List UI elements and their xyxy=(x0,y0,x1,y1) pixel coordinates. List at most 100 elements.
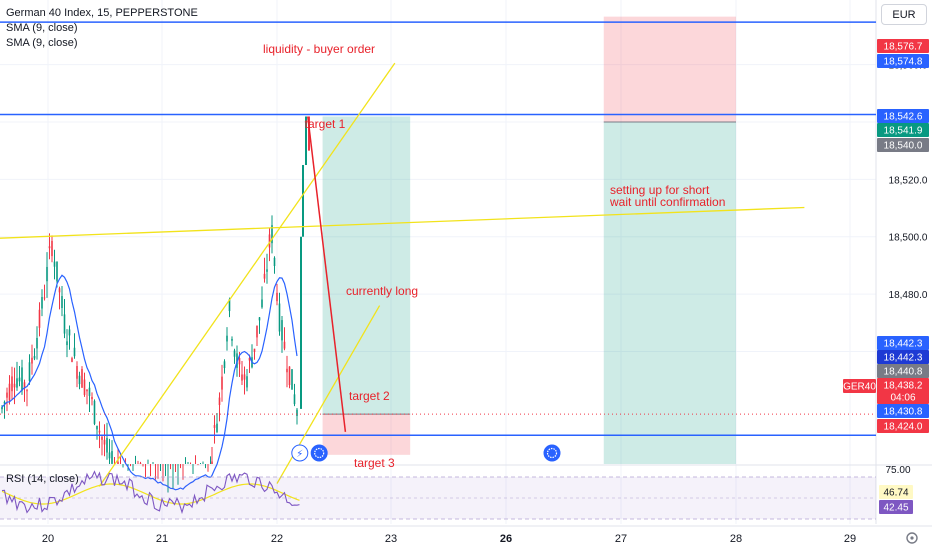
candle-body xyxy=(63,314,66,334)
candle xyxy=(253,348,256,360)
candle xyxy=(302,164,304,237)
price-badge-text: 18,540.0 xyxy=(884,141,923,152)
price-badge: 18,442.3 xyxy=(877,336,929,350)
sma-indicator-2[interactable]: SMA (9, close) xyxy=(6,37,78,49)
candle xyxy=(111,440,113,464)
candle-body xyxy=(305,116,307,165)
sma-indicator-1[interactable]: SMA (9, close) xyxy=(6,22,78,34)
candle-body xyxy=(226,335,228,342)
candle-body xyxy=(23,382,26,389)
settings-icon-dot xyxy=(910,536,914,540)
candle-body xyxy=(111,451,113,464)
candle xyxy=(288,366,291,389)
short-stop-zone xyxy=(603,16,736,122)
candle-body xyxy=(8,383,11,401)
candle xyxy=(101,434,103,456)
candle-body xyxy=(228,299,231,312)
candle-body xyxy=(273,257,276,266)
candle-body xyxy=(221,376,223,390)
currency-button[interactable]: EUR xyxy=(881,4,927,25)
candle xyxy=(305,116,307,165)
candle xyxy=(76,361,78,388)
price-badge-bg xyxy=(877,123,929,137)
rsi-badge-text: 46.74 xyxy=(883,488,908,499)
candle xyxy=(221,364,223,402)
candle xyxy=(293,383,296,407)
candle xyxy=(296,408,298,425)
candle xyxy=(248,354,251,374)
candle-body xyxy=(11,376,13,392)
candle-body xyxy=(81,369,83,388)
candle-body xyxy=(53,261,56,267)
date-label: 22 xyxy=(271,533,283,545)
candle-body xyxy=(281,320,283,341)
candle xyxy=(28,354,31,385)
price-badge-bg xyxy=(877,336,929,350)
candle xyxy=(73,333,76,359)
price-badge: 18,442.3 xyxy=(877,350,929,364)
price-badge-text: 18,430.8 xyxy=(884,407,923,418)
candle xyxy=(283,327,286,351)
price-badge: 18,438.2 xyxy=(877,378,929,392)
candle-body xyxy=(241,374,243,381)
candle xyxy=(281,315,283,353)
candle-body xyxy=(296,409,298,416)
candle xyxy=(243,366,246,395)
symbol-tag: GER40 xyxy=(843,379,876,393)
candle-body xyxy=(61,296,63,309)
short-profit-zone xyxy=(603,121,736,465)
candle-body xyxy=(68,329,71,336)
candle-body xyxy=(73,347,76,357)
trend-line xyxy=(98,62,396,487)
candle-body xyxy=(286,368,288,373)
candle xyxy=(103,424,106,457)
candle-body xyxy=(218,397,221,406)
price-badge-bg xyxy=(877,54,929,68)
candle-body xyxy=(233,350,236,357)
candle-body xyxy=(96,426,98,430)
rsi-badge: 46.74 xyxy=(879,485,913,499)
candle-body xyxy=(108,452,111,459)
candle-body xyxy=(101,436,103,440)
price-badge-text: 18,424.0 xyxy=(884,422,923,433)
price-tick-label: 18,500.0 xyxy=(889,233,928,244)
candle-body xyxy=(88,387,91,396)
annotation-label: currently long xyxy=(346,284,418,298)
candle xyxy=(276,283,278,306)
candle-body xyxy=(48,246,51,249)
economic-event-icon-bg xyxy=(543,444,561,462)
candle-body xyxy=(139,463,142,464)
date-label: 27 xyxy=(615,533,627,545)
candle xyxy=(83,372,86,397)
price-badge-bg xyxy=(877,138,929,152)
candle-body xyxy=(300,236,302,409)
candle-body xyxy=(21,367,23,391)
candle xyxy=(71,356,73,363)
candle xyxy=(300,236,302,409)
candle xyxy=(231,336,233,347)
candle xyxy=(46,252,48,298)
price-badge-bg xyxy=(877,109,929,123)
settings-icon xyxy=(906,532,918,544)
candle-body xyxy=(231,338,233,341)
candle-body xyxy=(33,355,36,359)
candle-body xyxy=(46,266,48,282)
candle xyxy=(68,325,71,350)
candle-body xyxy=(243,374,246,380)
price-axis[interactable]: 18,560.018,540.018,520.018,500.018,480.0… xyxy=(843,39,929,433)
price-badge-text: 18,440.8 xyxy=(884,367,923,378)
candle xyxy=(291,369,293,390)
time-axis[interactable]: 20 21 22 23 26 27 28 29 xyxy=(42,532,918,545)
price-badge-bg xyxy=(877,39,929,53)
rsi-badge-bg xyxy=(879,485,913,499)
annotation-label: target 2 xyxy=(349,389,390,403)
candle-body xyxy=(86,389,88,392)
candle xyxy=(241,361,243,385)
candle xyxy=(3,400,6,419)
symbol-title[interactable]: German 40 Index, 15, PEPPERSTONE xyxy=(6,7,198,19)
candle xyxy=(48,233,51,260)
candle-body xyxy=(93,400,96,424)
candle xyxy=(213,415,216,444)
price-badge-text: 04:06 xyxy=(890,393,915,404)
